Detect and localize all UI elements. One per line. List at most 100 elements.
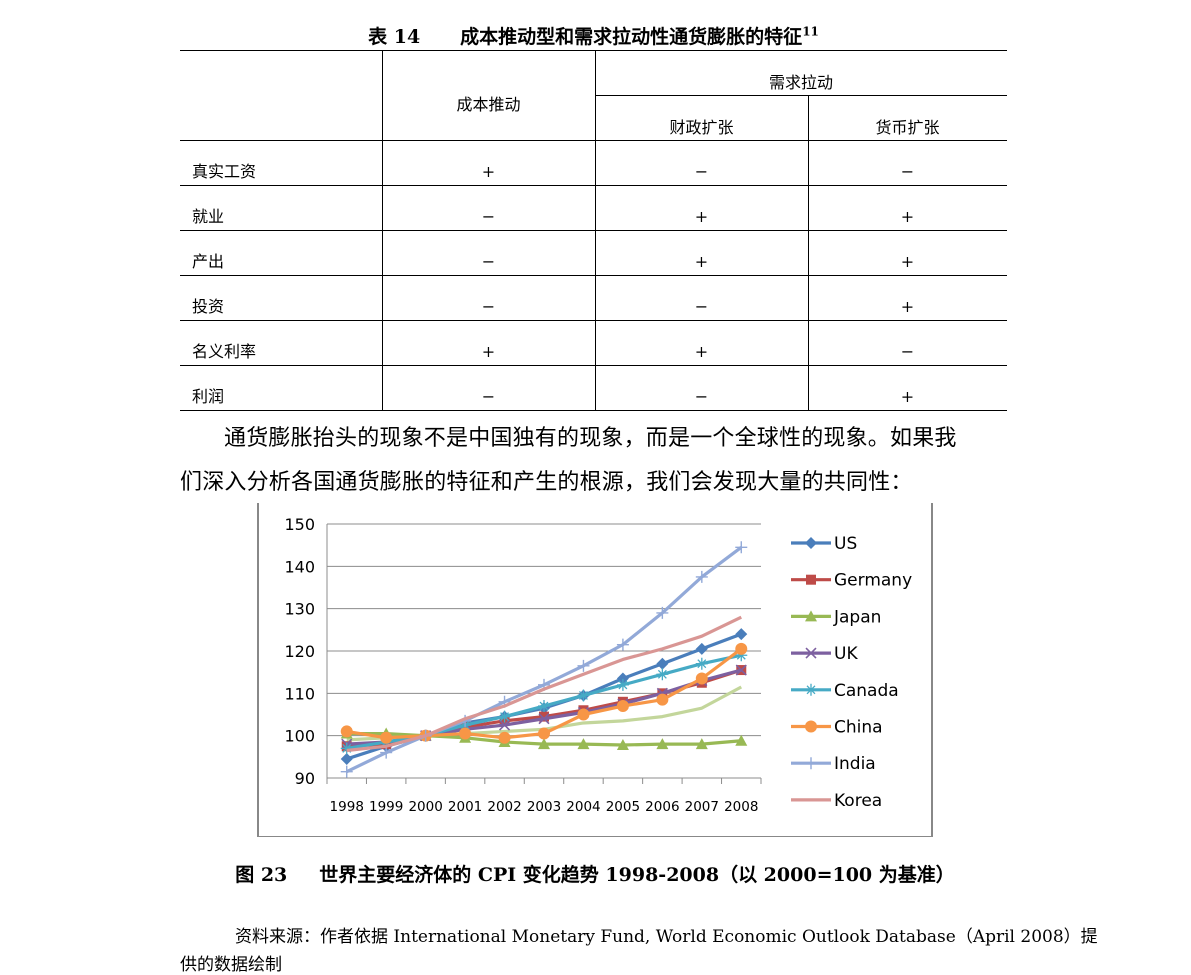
x-tick-label: 1998 [330,799,364,815]
cpi-chart-svg: 90 100 110 120 130 140 150 1998 1999 2000 2001 2002… [284,515,912,815]
x-tick-label: 2008 [724,799,758,815]
figure-number: 图 23 [235,864,288,886]
x-tick-label: 2000 [408,799,442,815]
legend-marker-india [805,757,817,770]
monetary-sign: − [900,342,915,361]
legend-label-korea: Korea [834,791,882,811]
legend-label-india: India [834,754,876,774]
point-india [656,606,669,619]
point-india [735,541,748,554]
y-tick-label: 130 [284,600,315,619]
legend-label-japan: Japan [833,607,881,627]
footnote-marker: 11 [802,24,819,39]
y-tick-label: 150 [284,515,315,534]
x-tick-label: 2007 [685,799,719,815]
cost-push-sign: − [481,387,496,406]
table-number: 表 14 [368,26,421,48]
table-title: 表 14 成本推动型和需求拉动性通货膨胀的特征11 [180,22,1007,49]
point-uk [538,713,550,725]
row-label: 利润 [192,387,225,406]
point-india [380,746,393,759]
table-top-rule [180,50,1007,51]
cost-push-sign: + [481,342,496,361]
header-demand-pull: 需求拉动 [768,73,833,92]
point-india [577,659,590,672]
table-row-rule [180,275,1007,276]
point-japan [735,734,748,746]
point-india [340,765,353,778]
y-tick-label: 110 [284,684,315,703]
table-bottom-rule [180,410,1007,411]
cost-push-sign: − [481,252,496,271]
x-tick-label: 2002 [487,799,521,815]
table-row-rule [180,185,1007,186]
cost-push-sign: − [481,207,496,226]
fiscal-sign: + [694,342,709,361]
point-china [577,708,590,721]
point-canada [498,710,511,723]
point-uk [735,664,747,676]
fiscal-sign: − [694,162,709,181]
point-china [340,725,353,738]
row-label: 投资 [192,297,225,316]
row-label: 产出 [192,252,225,271]
monetary-sign: + [900,207,915,226]
point-china [695,672,708,685]
point-india [695,570,708,583]
monetary-sign: + [900,252,915,271]
source-note: 资料来源：作者依据 International Monetary Fund, W… [235,927,1098,947]
fiscal-sign: + [694,207,709,226]
table-header-rule [180,140,1007,141]
point-uk [498,719,511,731]
point-japan [538,738,550,750]
figure-caption-text: 世界主要经济体的 CPI 变化趋势 1998-2008（以 2000=100 为… [319,864,955,886]
point-us [695,642,708,655]
point-canada [340,742,353,755]
point-china [656,693,669,706]
point-canada [656,668,669,681]
monetary-sign: − [900,162,915,181]
header-cost-push: 成本推动 [456,95,521,114]
x-tick-label: 2001 [448,799,482,815]
point-us [656,657,669,670]
point-china [380,731,393,744]
point-us [340,752,353,765]
table-row-rule [180,230,1007,231]
point-india [616,638,629,651]
point-china [538,727,550,740]
table-col-divider [382,50,383,410]
point-us [735,628,748,641]
x-tick-label: 2006 [645,799,679,815]
cost-push-sign: − [481,297,496,316]
monetary-sign: + [900,387,915,406]
legend-marker-uk [805,647,817,659]
legend-marker-canada [805,683,817,696]
point-canada [577,689,590,702]
body-paragraph-line-2: 们深入分析各国通货膨胀的特征和产生的根源，我们会发现大量的共同性： [180,470,913,495]
fiscal-sign: − [694,297,709,316]
y-tick-label: 100 [284,727,315,746]
fiscal-sign: + [694,252,709,271]
row-label: 就业 [192,207,225,226]
x-tick-label: 2004 [566,799,600,815]
y-tick-label: 140 [284,557,315,576]
point-japan [656,738,669,750]
row-label: 名义利率 [192,342,257,361]
point-japan [616,738,629,750]
legend-marker-china [805,720,817,733]
point-germany [539,711,549,722]
point-canada [538,700,550,713]
monetary-sign: + [900,297,915,316]
point-canada [695,657,708,670]
legend-marker-germany [806,574,816,585]
legend-label-us: US [834,534,857,554]
table-header-subrule [595,95,1007,96]
legend-marker-japan [805,610,817,622]
legend-label-uk: UK [834,644,858,664]
legend-marker-us [805,537,817,549]
table-title-text: 成本推动型和需求拉动性通货膨胀的特征 [460,26,803,48]
fiscal-sign: − [694,387,709,406]
x-tick-label: 2005 [606,799,640,815]
y-tick-label: 120 [284,642,315,661]
cost-push-sign: + [481,162,496,181]
